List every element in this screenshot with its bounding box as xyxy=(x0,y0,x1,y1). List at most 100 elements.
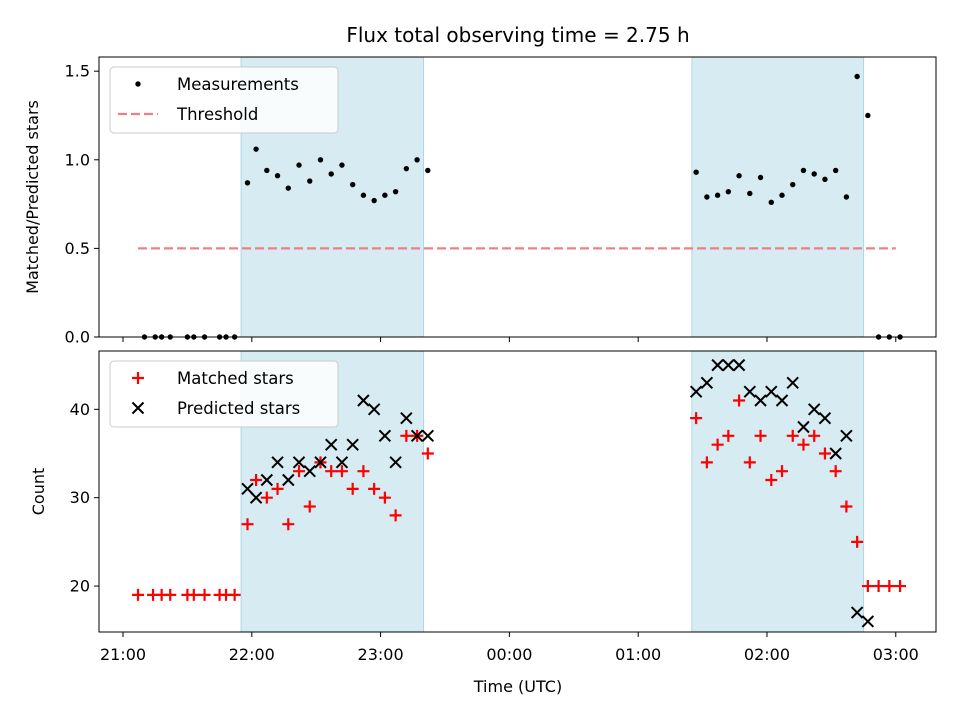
x-tick-label: 23:00 xyxy=(358,645,404,664)
data-point xyxy=(743,385,757,398)
data-point xyxy=(854,73,860,80)
data-point xyxy=(797,438,810,451)
data-point xyxy=(808,429,821,442)
legend-swatch xyxy=(131,401,145,415)
data-point xyxy=(775,394,789,407)
data-point xyxy=(346,482,359,495)
data-point xyxy=(421,429,435,443)
data-point xyxy=(800,167,807,174)
data-point xyxy=(872,580,885,593)
data-point xyxy=(811,171,817,177)
data-point xyxy=(743,456,756,469)
x-tick-label: 01:00 xyxy=(615,645,661,664)
legend-label: Threshold xyxy=(176,105,258,124)
data-point xyxy=(850,606,864,619)
data-point xyxy=(851,535,864,548)
data-point xyxy=(843,194,850,200)
bottom-panel-legend: Matched stars Predicted stars xyxy=(109,360,339,428)
bottom-panel-shaded-intervals xyxy=(240,350,865,633)
data-point xyxy=(253,146,259,152)
x-tick-label: 03:00 xyxy=(873,645,919,664)
data-point xyxy=(807,403,821,416)
legend-box xyxy=(109,360,339,428)
data-point xyxy=(250,474,263,487)
top-panel-series xyxy=(138,73,903,340)
legend-label: Predicted stars xyxy=(177,399,300,418)
series-predicted-stars xyxy=(241,358,875,628)
data-point xyxy=(389,509,402,522)
shaded-interval xyxy=(691,56,865,338)
y-tick-label: 20 xyxy=(70,577,90,596)
data-point xyxy=(786,376,799,390)
data-point xyxy=(282,473,295,487)
data-point xyxy=(325,465,338,478)
data-point xyxy=(700,456,713,469)
y-tick-label: 30 xyxy=(70,488,90,507)
data-point xyxy=(704,194,710,200)
data-point xyxy=(335,465,348,478)
data-point xyxy=(768,199,774,206)
data-point xyxy=(861,580,874,593)
data-point xyxy=(392,188,399,195)
data-point xyxy=(260,491,273,504)
data-point xyxy=(187,588,200,601)
data-point xyxy=(249,491,263,504)
data-point xyxy=(722,358,735,372)
data-point xyxy=(410,429,424,443)
data-point xyxy=(357,465,370,478)
data-point xyxy=(271,482,284,495)
data-point xyxy=(754,429,767,442)
data-point xyxy=(690,412,703,425)
data-point xyxy=(754,394,767,407)
data-point xyxy=(271,456,284,469)
series-matched-stars xyxy=(132,394,907,601)
data-point xyxy=(865,112,871,119)
bottom-panel-y-ticks: 20 30 40 xyxy=(70,400,99,596)
data-point xyxy=(357,394,370,407)
legend-swatch xyxy=(135,81,141,87)
bottom-panel-frame xyxy=(98,350,937,633)
data-point xyxy=(832,167,839,174)
top-panel: 0.0 0.5 1.0 1.5 Matched/Predicted stars Mea… xyxy=(23,56,937,347)
bottom-panel: 20 30 40 21:00 22:00 23:00 00:00 01:00 02:00 03:… xyxy=(29,350,937,664)
data-point xyxy=(714,192,721,198)
data-point xyxy=(264,167,270,174)
data-point xyxy=(765,385,778,398)
data-point xyxy=(797,420,810,434)
data-point xyxy=(747,190,753,197)
data-point xyxy=(790,181,796,188)
top-panel-frame xyxy=(98,56,937,338)
data-point xyxy=(368,482,381,495)
legend-label: Measurements xyxy=(177,75,299,94)
data-point xyxy=(360,192,367,198)
bottom-panel-y-axis-label: Count xyxy=(29,468,48,516)
data-point xyxy=(198,588,211,601)
data-point xyxy=(779,192,785,198)
data-point xyxy=(378,429,392,443)
data-point xyxy=(829,447,842,460)
data-point xyxy=(861,615,875,628)
shaded-interval xyxy=(691,350,865,633)
data-point xyxy=(421,447,434,460)
data-point xyxy=(293,465,306,478)
data-point xyxy=(382,192,388,198)
bottom-panel-x-ticks: 21:00 22:00 23:00 00:00 01:00 02:00 03:00 xyxy=(100,632,919,664)
data-point xyxy=(689,385,703,398)
data-point xyxy=(244,180,251,186)
data-point xyxy=(400,429,413,442)
y-tick-label: 1.0 xyxy=(65,150,90,169)
data-point xyxy=(285,185,291,191)
data-point xyxy=(260,473,274,487)
data-point xyxy=(818,447,831,460)
data-point xyxy=(346,438,359,451)
data-point xyxy=(894,580,907,593)
bottom-panel-series xyxy=(132,358,907,628)
top-panel-y-axis-label: Matched/Predicted stars xyxy=(23,100,42,294)
top-panel-legend: Measurements Threshold xyxy=(109,66,339,134)
data-point xyxy=(389,456,402,469)
data-point xyxy=(829,465,842,478)
data-point xyxy=(307,178,313,184)
data-point xyxy=(722,429,735,442)
data-point xyxy=(371,197,377,204)
